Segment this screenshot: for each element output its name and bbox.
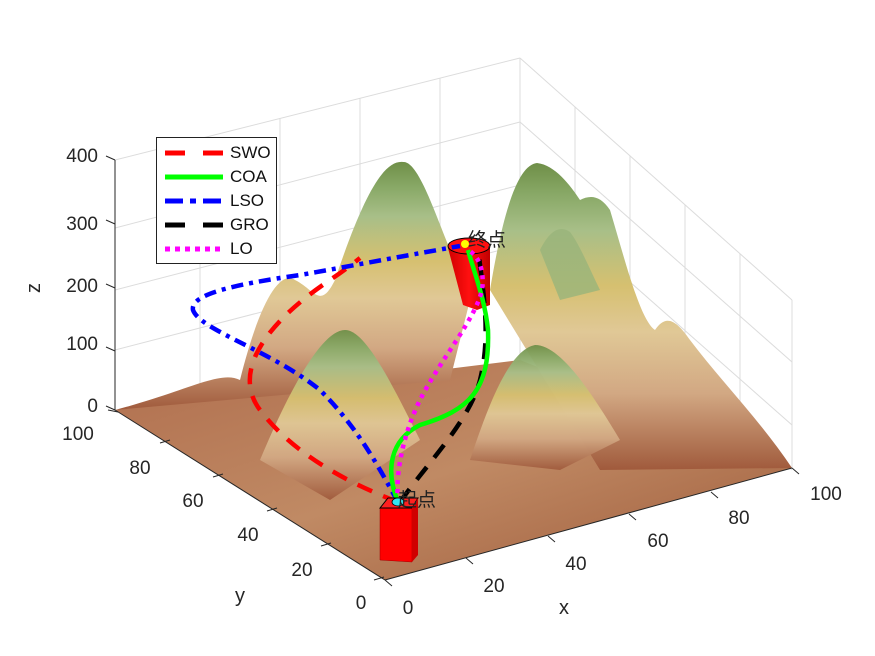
legend-label: COA [230, 167, 267, 186]
gro-line-icon [165, 222, 223, 228]
terrain-surface [115, 161, 792, 500]
y-tick: 60 [182, 491, 203, 512]
x-tick: 80 [728, 508, 749, 529]
y-tick: 0 [356, 593, 367, 614]
z-tick: 100 [66, 334, 98, 355]
coa-path [389, 249, 491, 503]
x-tick: 60 [647, 531, 668, 552]
y-tick: 40 [237, 525, 258, 546]
start-point-marker: 起点 [378, 489, 436, 563]
y-tick: 20 [291, 560, 312, 581]
y-axis-label: y [235, 585, 245, 607]
z-tick: 400 [66, 146, 98, 167]
legend-item-lso: LSO [163, 189, 275, 213]
lo-line-icon [165, 246, 223, 252]
y-tick: 80 [129, 458, 150, 479]
legend-item-gro: GRO [163, 213, 275, 237]
legend-item-swo: SWO [163, 141, 275, 165]
legend-label: LSO [230, 191, 265, 210]
x-axis: 0 20 40 60 80 100 x [384, 467, 842, 619]
legend-item-coa: COA [163, 165, 275, 189]
z-tick: 300 [66, 214, 98, 235]
x-tick: 40 [565, 554, 586, 575]
end-point-label: 终点 [468, 229, 506, 251]
legend-item-lo: LO [163, 237, 275, 261]
z-tick: 0 [87, 396, 98, 417]
x-axis-label: x [559, 597, 569, 619]
legend-label: LO [230, 239, 253, 258]
legend-label: GRO [230, 215, 269, 234]
legend: SWO COA LSO GRO LO [156, 137, 277, 264]
x-tick: 100 [810, 484, 842, 505]
z-tick: 200 [66, 276, 98, 297]
swo-line-icon [165, 150, 223, 156]
lso-line-icon [165, 198, 223, 204]
swo-path [247, 256, 399, 505]
start-point-label: 起点 [398, 489, 436, 511]
legend-label: SWO [230, 143, 271, 162]
x-tick: 20 [483, 576, 504, 597]
lo-path [395, 247, 485, 503]
y-tick: 100 [62, 424, 94, 445]
paths [190, 243, 491, 505]
x-tick: 0 [403, 598, 414, 619]
z-axis: 400 300 200 100 0 z [23, 146, 116, 417]
y-axis: 100 80 60 40 20 0 y [62, 409, 386, 614]
z-axis-label: z [23, 283, 45, 293]
coa-line-icon [165, 174, 223, 180]
lso-path [190, 243, 461, 504]
